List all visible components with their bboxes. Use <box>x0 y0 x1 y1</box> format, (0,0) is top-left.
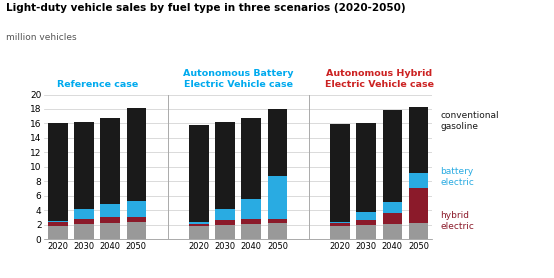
Bar <box>189 226 209 239</box>
Bar <box>100 223 120 239</box>
Bar <box>100 217 120 223</box>
Bar <box>382 202 402 213</box>
Bar <box>216 209 235 220</box>
Bar <box>330 124 350 222</box>
Bar <box>268 109 287 176</box>
Text: battery
electric: battery electric <box>440 167 474 187</box>
Bar <box>356 220 376 225</box>
Bar <box>126 108 146 202</box>
Bar <box>48 221 68 222</box>
Bar <box>100 118 120 204</box>
Bar <box>330 226 350 239</box>
Text: Reference case: Reference case <box>57 80 138 89</box>
Text: Light-duty vehicle sales by fuel type in three scenarios (2020-2050): Light-duty vehicle sales by fuel type in… <box>6 3 405 13</box>
Bar <box>356 225 376 239</box>
Bar <box>409 188 428 223</box>
Text: hybrid
electric: hybrid electric <box>440 211 474 231</box>
Bar <box>216 122 235 209</box>
Bar <box>100 204 120 217</box>
Bar <box>48 123 68 221</box>
Bar <box>48 222 68 226</box>
Bar <box>242 199 261 219</box>
Bar <box>74 122 94 209</box>
Text: Autonomous Battery
Electric Vehicle case: Autonomous Battery Electric Vehicle case <box>183 69 294 89</box>
Bar <box>409 223 428 239</box>
Bar <box>189 224 209 226</box>
Bar <box>74 219 94 224</box>
Bar <box>356 123 376 212</box>
Bar <box>268 219 287 223</box>
Bar <box>48 226 68 239</box>
Bar <box>330 223 350 226</box>
Bar <box>189 222 209 224</box>
Bar <box>409 107 428 173</box>
Bar <box>126 222 146 239</box>
Bar <box>126 217 146 222</box>
Bar <box>382 213 402 224</box>
Bar <box>216 225 235 239</box>
Text: Autonomous Hybrid
Electric Vehicle case: Autonomous Hybrid Electric Vehicle case <box>325 69 434 89</box>
Bar <box>330 222 350 223</box>
Text: conventional
gasoline: conventional gasoline <box>440 111 499 131</box>
Text: million vehicles: million vehicles <box>6 33 76 42</box>
Bar <box>242 118 261 199</box>
Bar <box>268 176 287 219</box>
Bar <box>382 224 402 239</box>
Bar <box>74 224 94 239</box>
Bar <box>268 223 287 239</box>
Bar <box>189 125 209 222</box>
Bar <box>74 209 94 219</box>
Bar <box>216 220 235 225</box>
Bar <box>356 212 376 220</box>
Bar <box>126 202 146 217</box>
Bar <box>382 110 402 202</box>
Bar <box>409 173 428 188</box>
Bar <box>242 224 261 239</box>
Bar <box>242 219 261 224</box>
